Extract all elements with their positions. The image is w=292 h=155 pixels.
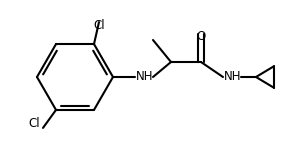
Text: NH: NH	[224, 71, 241, 84]
Text: Cl: Cl	[28, 117, 40, 130]
Text: O: O	[197, 30, 206, 43]
Text: NH: NH	[136, 71, 154, 84]
Text: Cl: Cl	[93, 19, 105, 32]
